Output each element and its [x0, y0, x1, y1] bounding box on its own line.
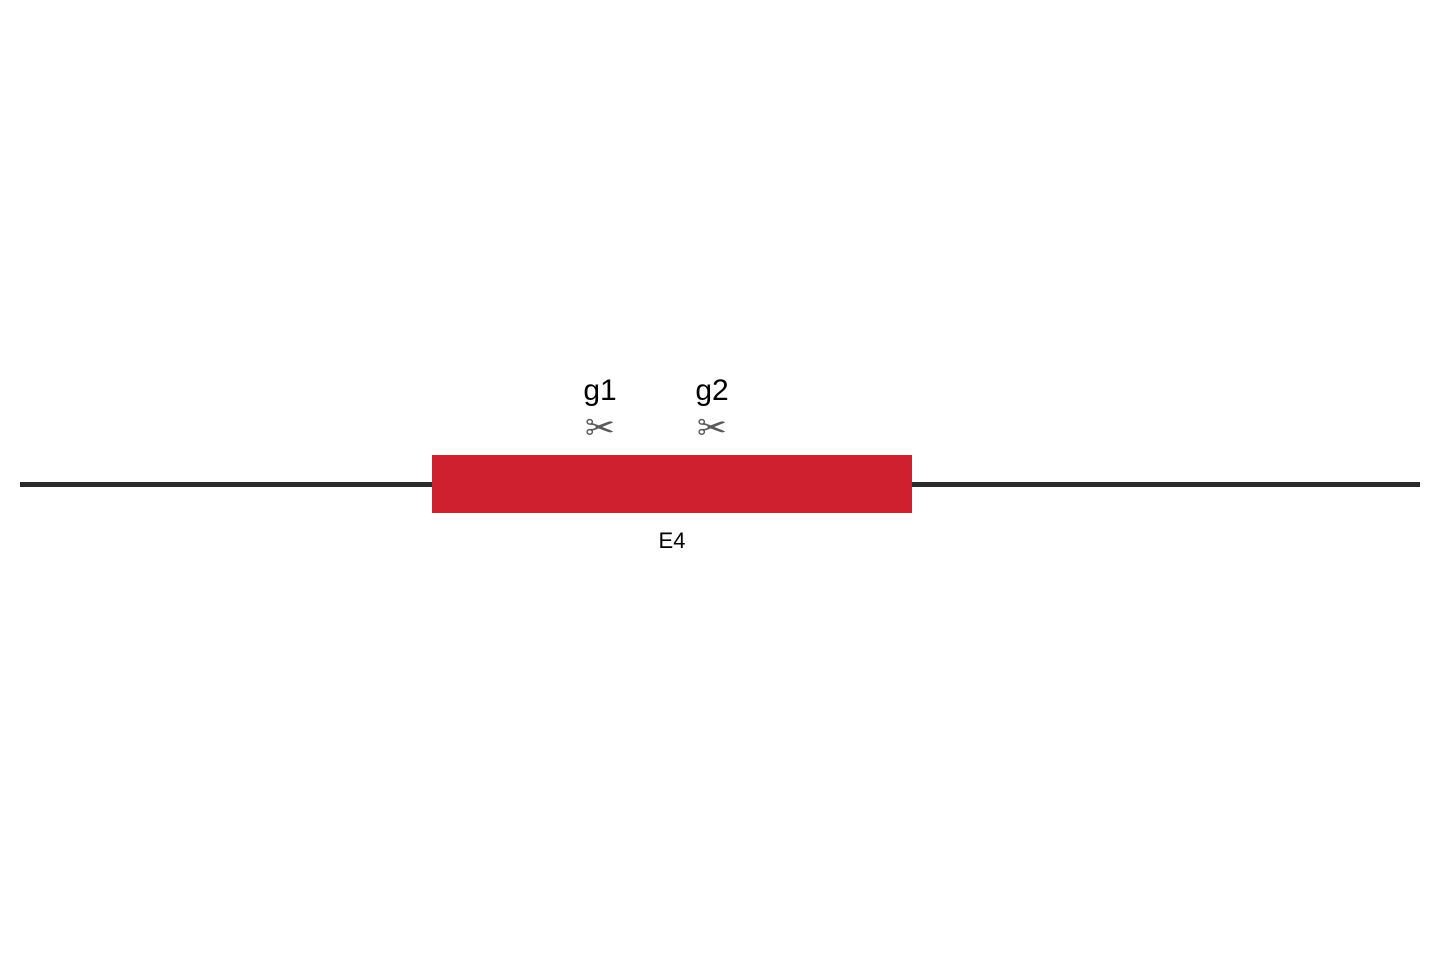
exon-label: E4 [659, 528, 686, 554]
exon-block [432, 455, 912, 513]
intron-line-right [912, 482, 1420, 487]
scissors-icon: ✂ [697, 410, 727, 446]
guide-label-g1: g1 [583, 374, 616, 408]
gene-diagram: E4 g1 ✂ g2 ✂ [0, 0, 1440, 960]
scissors-icon: ✂ [585, 410, 615, 446]
intron-line-left [20, 482, 432, 487]
guide-label-g2: g2 [695, 374, 728, 408]
